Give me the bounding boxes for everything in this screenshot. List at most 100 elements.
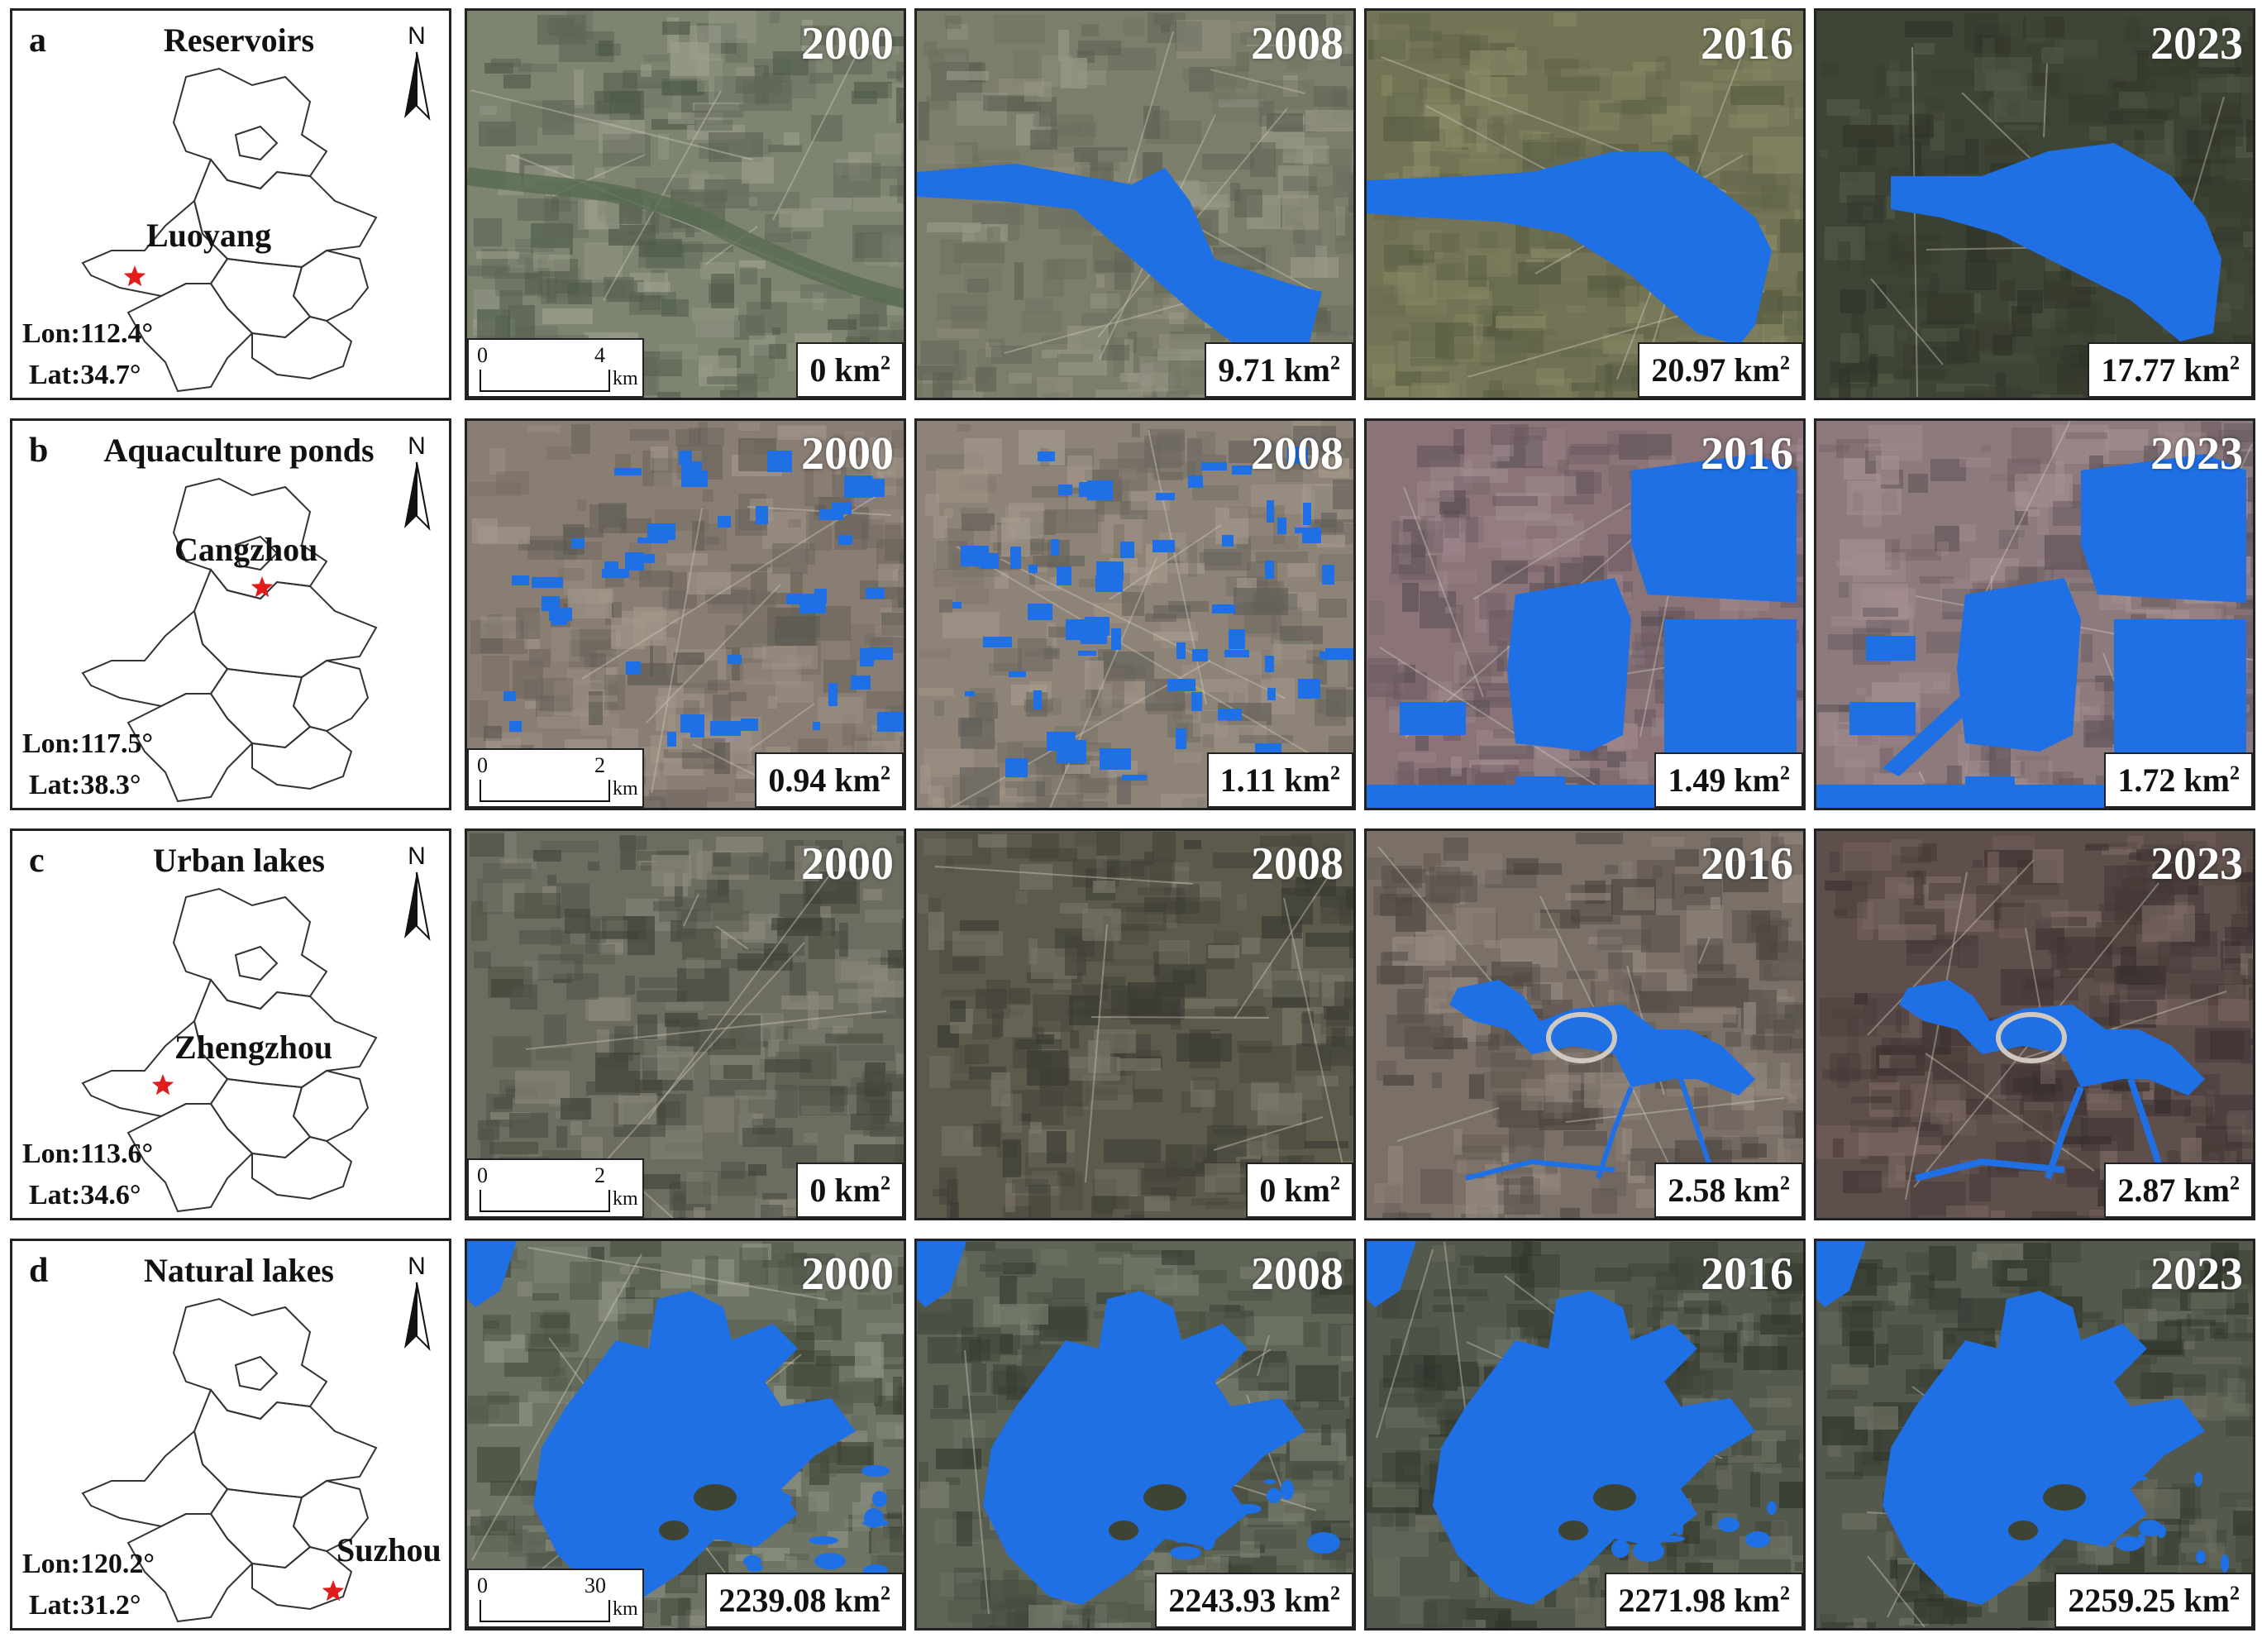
north-arrow-left bbox=[404, 1282, 417, 1349]
water-overlay bbox=[917, 164, 1322, 366]
water-body bbox=[1265, 561, 1274, 579]
water-body bbox=[809, 1536, 838, 1545]
location-map-panel: d Natural lakes N Suzhou Lon:120.2° Lat:31.2° bbox=[10, 1239, 451, 1631]
water-body bbox=[1606, 1449, 1628, 1461]
province-outline-map bbox=[81, 1297, 378, 1623]
north-label: N bbox=[408, 22, 426, 50]
scale-zero-label: 0 bbox=[477, 1573, 488, 1597]
north-arrow-icon: N bbox=[404, 1253, 431, 1351]
water-area-label: 2243.93 km2 bbox=[1155, 1573, 1353, 1628]
province-boundary bbox=[172, 887, 328, 1010]
satellite-imagery bbox=[467, 1241, 904, 1628]
province-boundary bbox=[126, 283, 254, 393]
water-body bbox=[1630, 1506, 1657, 1526]
water-body bbox=[1033, 690, 1042, 709]
water-body bbox=[644, 554, 655, 563]
province-boundary bbox=[292, 1479, 370, 1553]
area-unit-exponent: 2 bbox=[880, 1172, 890, 1195]
water-body bbox=[503, 691, 516, 701]
water-body bbox=[2060, 1463, 2080, 1469]
water-body bbox=[1267, 688, 1276, 700]
area-unit-exponent: 2 bbox=[2230, 762, 2240, 785]
satellite-imagery bbox=[1367, 421, 1803, 808]
year-label: 2016 bbox=[1701, 1249, 1793, 1300]
water-body bbox=[1675, 1522, 1683, 1535]
scale-bar: 0 2 km bbox=[467, 1158, 644, 1218]
location-map-panel: b Aquaculture ponds N Cangzhou Lon:117.5° Lat… bbox=[10, 418, 451, 810]
water-body bbox=[1028, 565, 1038, 573]
water-body bbox=[1298, 679, 1320, 699]
water-body bbox=[667, 732, 676, 747]
water-body bbox=[1281, 1480, 1294, 1500]
province-boundary bbox=[234, 535, 279, 571]
water-body bbox=[467, 1241, 517, 1307]
water-body bbox=[1235, 1504, 1262, 1514]
satellite-imagery bbox=[467, 421, 904, 808]
water-body bbox=[1302, 528, 1321, 543]
province-boundary bbox=[234, 945, 279, 981]
year-label: 2000 bbox=[801, 838, 894, 890]
area-value: 0 bbox=[809, 351, 827, 389]
water-body bbox=[952, 602, 962, 609]
area-unit-exponent: 2 bbox=[1780, 352, 1790, 375]
scale-max-label: 30 bbox=[585, 1573, 606, 1597]
water-body bbox=[1218, 709, 1242, 720]
area-value: 20.97 bbox=[1651, 351, 1726, 389]
area-value: 2243.93 bbox=[1168, 1582, 1277, 1619]
water-body bbox=[532, 577, 563, 588]
water-body bbox=[1891, 143, 2221, 341]
area-value: 9.71 bbox=[1218, 351, 1277, 389]
year-label: 2023 bbox=[2150, 18, 2243, 69]
water-body bbox=[1201, 462, 1227, 470]
scale-unit-label: km bbox=[613, 1598, 638, 1620]
province-boundary bbox=[292, 659, 370, 733]
panel-letter: d bbox=[29, 1252, 49, 1290]
water-body bbox=[1267, 1488, 1281, 1503]
water-body bbox=[710, 721, 741, 736]
location-map-panel: c Urban lakes N Zhengzhou Lon:113.6° Lat:34.6… bbox=[10, 828, 451, 1220]
water-area-label: 9.71 km2 bbox=[1205, 342, 1353, 398]
water-body bbox=[1051, 539, 1059, 556]
area-unit-exponent: 2 bbox=[880, 1583, 890, 1605]
area-unit: km bbox=[2183, 762, 2230, 799]
area-unit: km bbox=[834, 351, 880, 389]
water-body bbox=[980, 553, 999, 569]
water-body bbox=[2093, 1476, 2112, 1486]
panel-letter: b bbox=[29, 432, 49, 470]
area-value: 0 bbox=[809, 1172, 827, 1209]
water-body bbox=[626, 661, 641, 675]
province-boundary bbox=[292, 1069, 370, 1143]
panel-letter: c bbox=[29, 842, 45, 880]
water-body bbox=[1120, 542, 1134, 558]
water-body bbox=[1611, 1516, 1622, 1521]
satellite-panel-2000: 2000 0 km2 0 4 km bbox=[465, 8, 906, 400]
location-star-icon bbox=[322, 1580, 345, 1602]
water-body bbox=[602, 569, 629, 578]
water-body bbox=[1224, 650, 1249, 657]
panel-title: Reservoirs bbox=[163, 21, 315, 59]
water-body bbox=[614, 468, 642, 475]
water-body bbox=[1631, 454, 1797, 603]
water-body bbox=[723, 1420, 733, 1427]
scale-unit-label: km bbox=[613, 778, 638, 800]
scale-max-label: 2 bbox=[594, 753, 605, 777]
water-body bbox=[814, 589, 827, 604]
satellite-panel-2008: 2008 1.11 km2 bbox=[914, 418, 1356, 810]
area-unit-exponent: 2 bbox=[1330, 1172, 1340, 1195]
scale-unit-label: km bbox=[613, 368, 638, 389]
water-body bbox=[2114, 619, 2246, 768]
scale-bar: 0 2 km bbox=[467, 748, 644, 808]
water-body bbox=[1078, 651, 1096, 656]
province-boundary bbox=[251, 1135, 353, 1201]
north-label: N bbox=[408, 1253, 426, 1280]
satellite-imagery bbox=[917, 11, 1353, 398]
water-body bbox=[679, 451, 692, 465]
water-body bbox=[1449, 980, 1755, 1096]
water-body bbox=[772, 1413, 789, 1420]
province-boundary bbox=[126, 1513, 254, 1623]
imagery-texture bbox=[918, 832, 1353, 1218]
scale-bar-line bbox=[480, 780, 610, 802]
area-unit: km bbox=[1284, 1172, 1330, 1209]
water-body bbox=[1654, 1430, 1677, 1449]
water-body bbox=[625, 552, 644, 571]
